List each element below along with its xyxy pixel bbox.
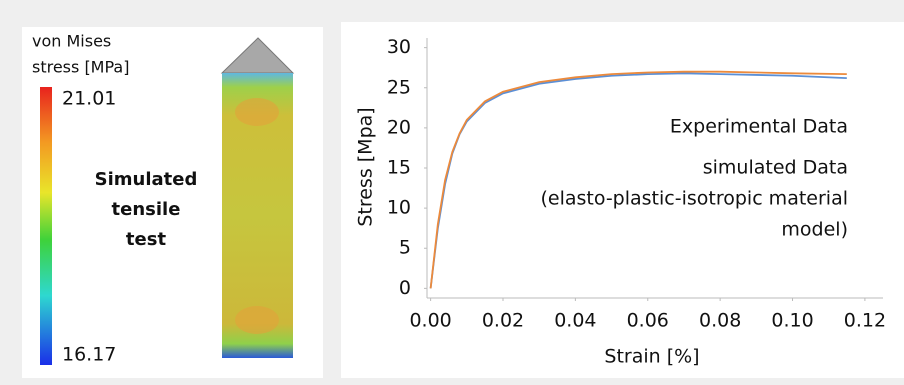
y-tick-label: 10	[387, 197, 411, 219]
y-tick-label: 25	[387, 76, 411, 98]
y-tick-label: 0	[399, 277, 411, 299]
x-tick-label: 0.00	[409, 310, 451, 332]
legend-label: simulated Data	[703, 157, 848, 179]
stress-spot	[235, 306, 279, 334]
x-tick-label: 0.02	[482, 310, 524, 332]
x-tick-label: 0.06	[627, 310, 669, 332]
y-tick-label: 15	[387, 157, 411, 179]
colorbar-title: von Mises	[32, 32, 111, 51]
x-tick-label: 0.12	[844, 310, 886, 332]
caption: tensile	[112, 199, 181, 220]
annotation: model)	[781, 219, 848, 241]
caption: test	[126, 229, 167, 250]
x-tick-label: 0.10	[771, 310, 813, 332]
x-tick-label: 0.08	[699, 310, 741, 332]
x-tick-label: 0.04	[554, 310, 596, 332]
colorbar-max: 21.01	[62, 88, 116, 110]
stress-spot	[235, 98, 279, 126]
page: von Mises stress [MPa] 21.01 16.17 Simul…	[0, 0, 904, 385]
legend-label: Experimental Data	[670, 116, 848, 138]
y-tick-label: 5	[399, 237, 411, 259]
colorbar-title: stress [MPa]	[32, 58, 129, 77]
x-axis-label: Strain [%]	[604, 346, 699, 368]
colorbar-min: 16.17	[62, 344, 116, 366]
y-tick-label: 30	[387, 36, 411, 58]
y-axis-label: Stress [Mpa]	[355, 107, 377, 226]
annotation: (elasto-plastic-isotropic material	[540, 188, 848, 210]
colorbar	[40, 87, 52, 365]
caption: Simulated	[95, 169, 198, 190]
y-tick-label: 20	[387, 116, 411, 138]
